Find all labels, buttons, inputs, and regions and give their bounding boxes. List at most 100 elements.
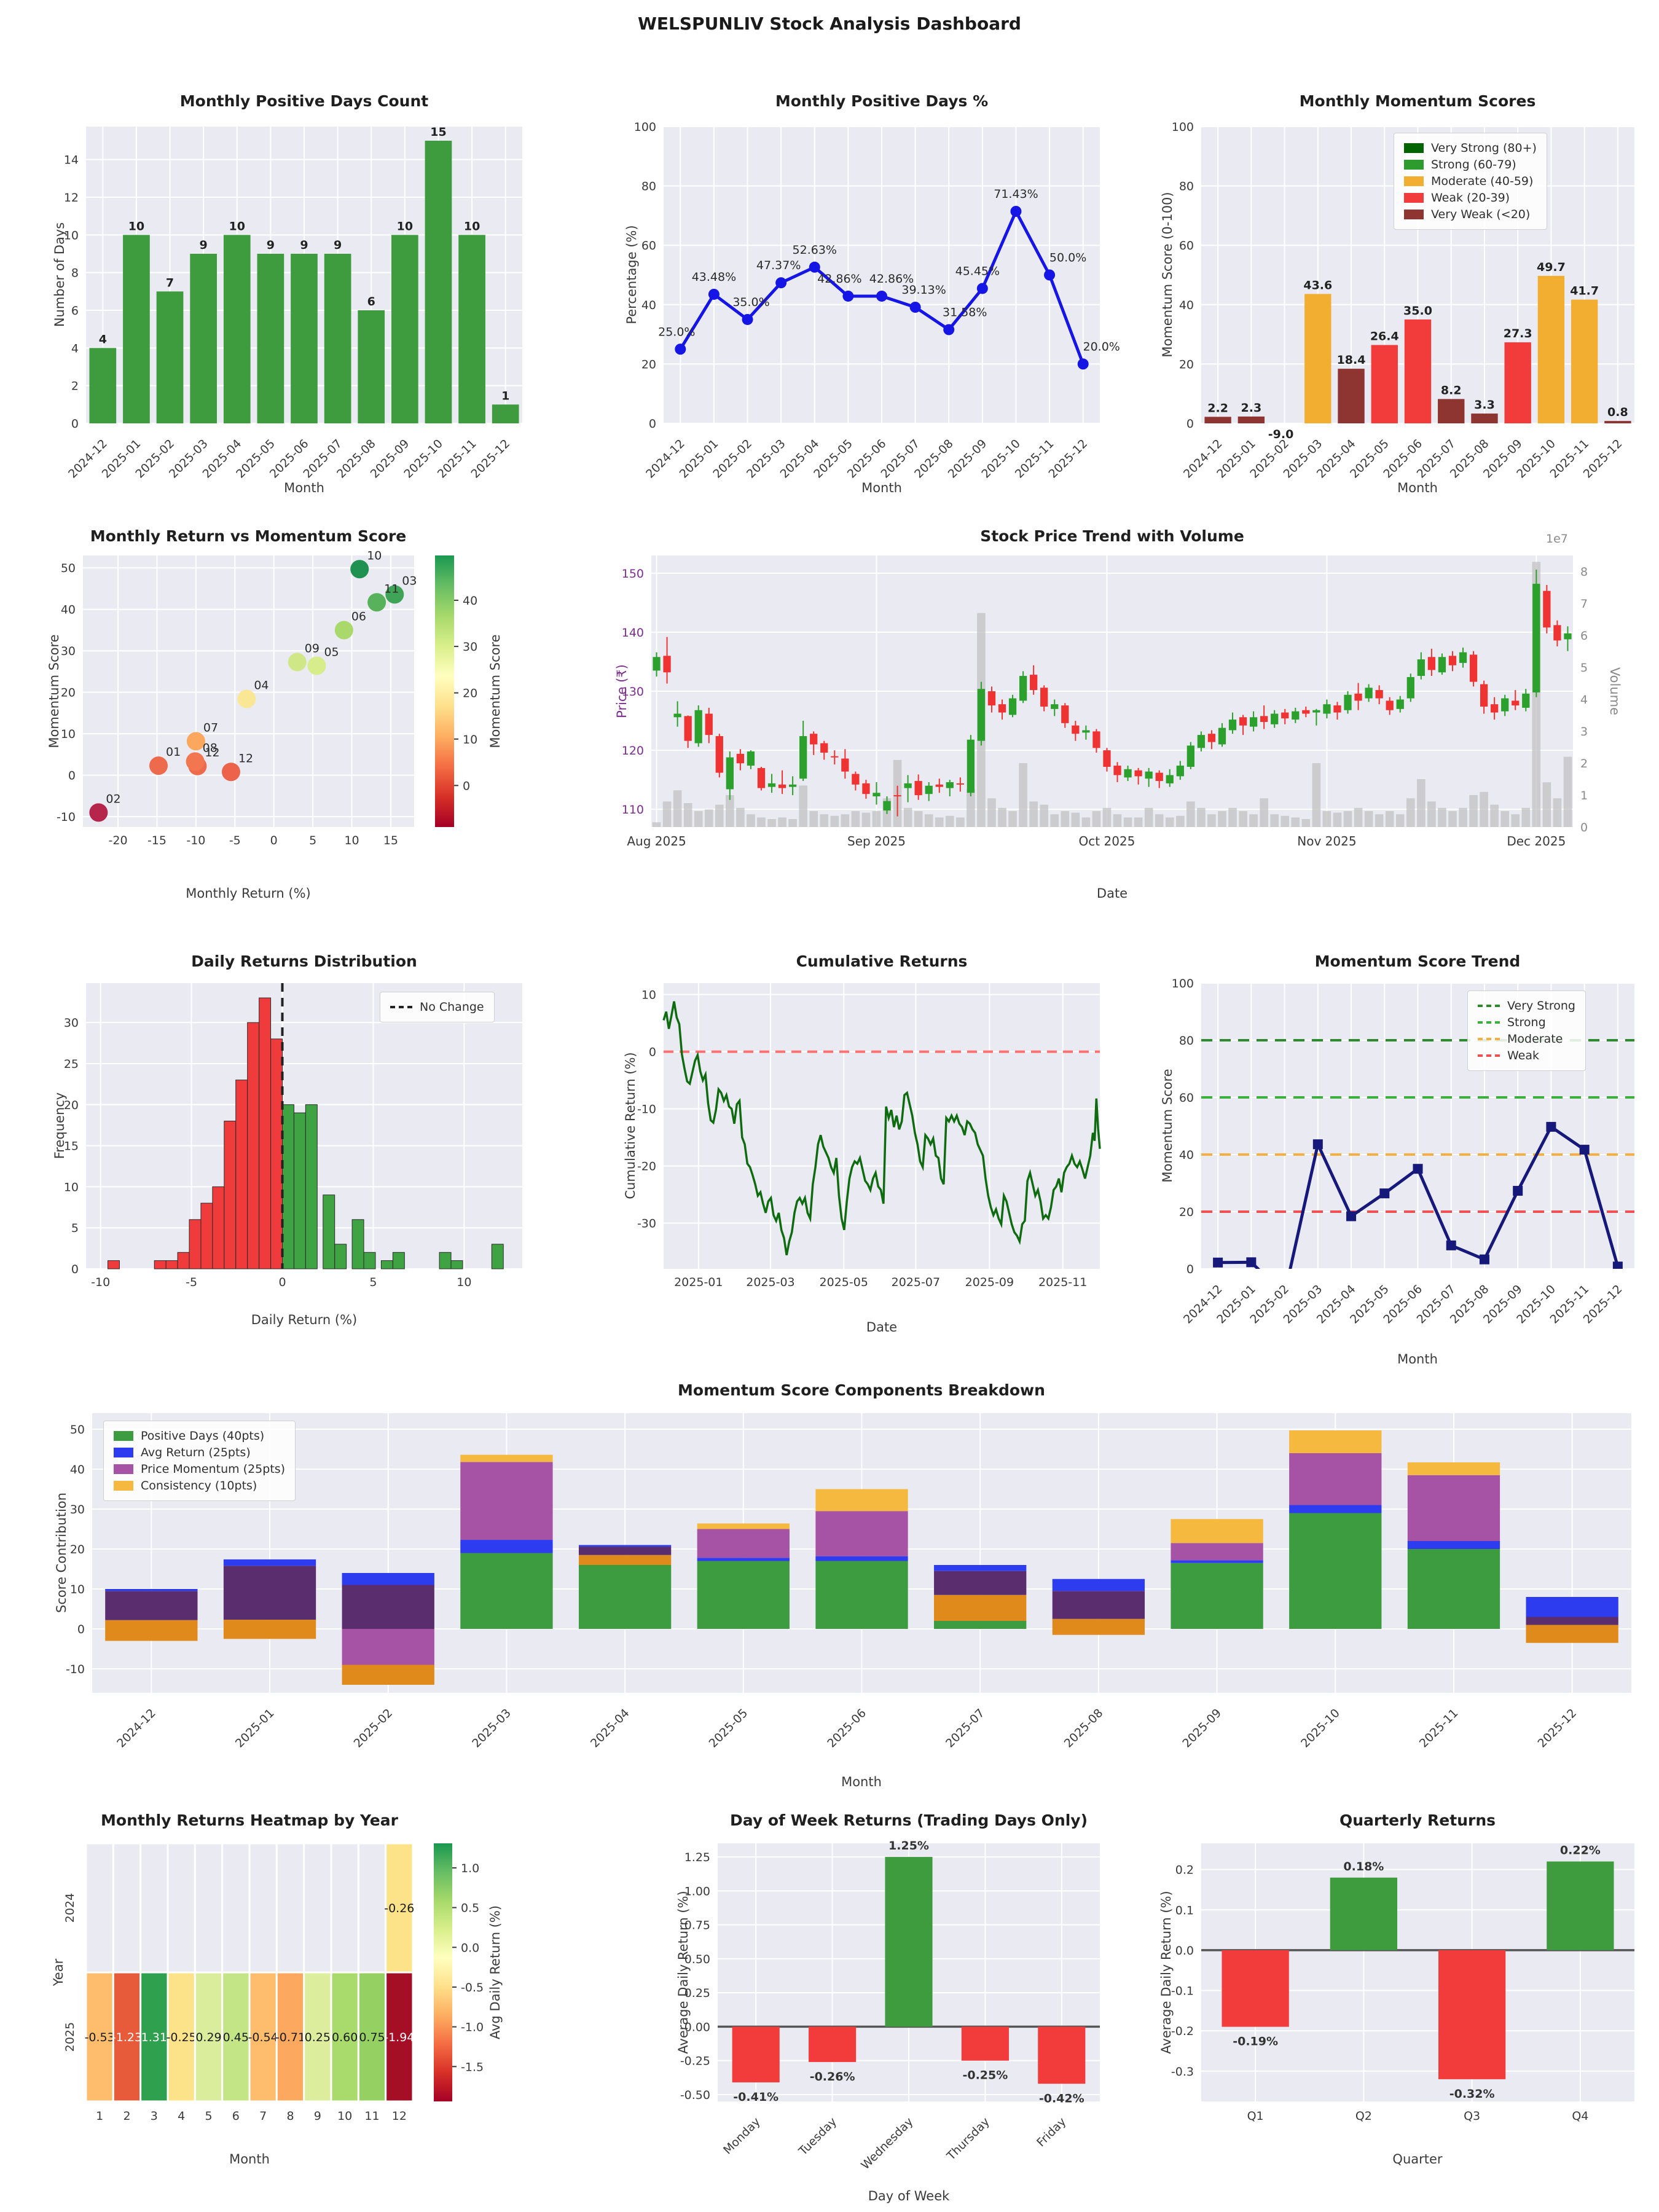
svg-text:25: 25: [64, 1057, 79, 1071]
daily-returns-hist-legend-swatch: [390, 1006, 412, 1008]
momentum-scores-legend-label: Very Weak (<20): [1431, 208, 1531, 221]
svg-text:2024-12: 2024-12: [114, 1706, 159, 1751]
svg-text:-0.1: -0.1: [1171, 1985, 1194, 1998]
ylabel-day-of-week: Average Daily Return (%): [676, 1891, 691, 2054]
svg-text:110: 110: [622, 803, 644, 817]
colorbar-label-momentum-score: Momentum Score: [488, 634, 503, 748]
momentum-trend-legend-label: Strong: [1507, 1016, 1546, 1029]
svg-text:6: 6: [1580, 629, 1588, 643]
svg-text:5: 5: [71, 1222, 79, 1235]
svg-text:-10: -10: [57, 810, 76, 824]
ylabel-positive-days-count: Number of Days: [52, 222, 67, 327]
chart-heatmap: -0.26-0.53-1.231.31-0.250.29 0.45-0.54-0.…: [63, 1842, 484, 2123]
svg-text:35.0: 35.0: [1403, 304, 1432, 318]
svg-text:7: 7: [1580, 597, 1588, 611]
svg-text:20: 20: [64, 1099, 79, 1112]
svg-text:4: 4: [1580, 693, 1588, 707]
svg-text:0.00: 0.00: [684, 2020, 710, 2034]
svg-text:2025-03: 2025-03: [746, 1276, 794, 1289]
svg-text:Nov 2025: Nov 2025: [1297, 834, 1356, 849]
svg-text:Q1: Q1: [1247, 2109, 1264, 2123]
dashboard-title: WELSPUNLIV Stock Analysis Dashboard: [638, 14, 1021, 34]
svg-text:8.2: 8.2: [1441, 383, 1462, 397]
svg-text:20.0%: 20.0%: [1083, 340, 1120, 353]
svg-text:-30: -30: [637, 1217, 656, 1231]
svg-text:10: 10: [229, 219, 245, 233]
momentum-trend-legend-item: Moderate: [1478, 1032, 1575, 1046]
svg-text:2025-09: 2025-09: [965, 1276, 1014, 1289]
chart-title-positive-days-pct: Monthly Positive Days %: [775, 92, 989, 110]
chart-title-momentum-scores: Monthly Momentum Scores: [1299, 92, 1536, 110]
momentum-trend-legend-label: Very Strong: [1507, 999, 1575, 1013]
ylabel-price: Price (₹): [614, 664, 629, 718]
svg-text:42.86%: 42.86%: [869, 272, 914, 286]
svg-text:7: 7: [166, 276, 174, 289]
svg-text:0.25: 0.25: [684, 1986, 710, 2000]
svg-text:2.2: 2.2: [1207, 401, 1228, 415]
svg-text:8: 8: [71, 267, 79, 280]
xlabel-quarterly: Quarter: [1392, 2152, 1443, 2167]
momentum-scores-legend-swatch: [1404, 143, 1424, 153]
svg-text:11: 11: [384, 582, 399, 595]
svg-text:0: 0: [77, 1623, 85, 1636]
svg-text:Q3: Q3: [1464, 2109, 1480, 2123]
svg-text:0: 0: [270, 834, 278, 847]
svg-text:-1.94: -1.94: [384, 2031, 414, 2044]
svg-text:-1.5: -1.5: [461, 2060, 484, 2074]
svg-text:40: 40: [463, 594, 477, 608]
svg-text:10: 10: [641, 989, 656, 1002]
svg-text:2025-01: 2025-01: [233, 1706, 277, 1751]
svg-text:-10: -10: [91, 1276, 110, 1289]
svg-text:3: 3: [151, 2109, 158, 2123]
components-legend-item: Positive Days (40pts): [114, 1429, 285, 1443]
svg-text:100: 100: [1172, 977, 1194, 990]
svg-text:30: 30: [64, 1016, 79, 1030]
svg-text:0.8: 0.8: [1607, 406, 1628, 419]
svg-text:-5: -5: [186, 1276, 197, 1289]
svg-text:20: 20: [61, 686, 76, 700]
svg-text:10: 10: [64, 1180, 79, 1194]
svg-text:0: 0: [463, 779, 470, 793]
momentum-trend-legend-label: Moderate: [1507, 1032, 1563, 1046]
svg-text:9: 9: [334, 238, 342, 252]
momentum-trend-legend-swatch: [1478, 1021, 1500, 1024]
svg-text:10: 10: [64, 229, 79, 242]
svg-text:9: 9: [200, 238, 208, 252]
svg-text:0.75: 0.75: [359, 2031, 385, 2044]
svg-text:40: 40: [1179, 299, 1194, 312]
svg-text:43.6: 43.6: [1303, 278, 1332, 292]
svg-text:40: 40: [61, 603, 76, 617]
svg-text:0.50: 0.50: [684, 1953, 710, 1966]
svg-text:2: 2: [1580, 757, 1588, 771]
svg-text:2025-02: 2025-02: [351, 1706, 396, 1751]
svg-text:Q2: Q2: [1355, 2109, 1372, 2123]
svg-text:15: 15: [383, 834, 398, 847]
svg-text:10: 10: [128, 219, 144, 233]
svg-text:2025: 2025: [63, 2022, 77, 2052]
svg-text:30: 30: [463, 640, 477, 654]
svg-text:-0.53: -0.53: [85, 2031, 115, 2044]
svg-text:12: 12: [64, 191, 79, 205]
svg-text:1.31: 1.31: [141, 2031, 167, 2044]
xlabel-positive-days-pct: Month: [861, 480, 902, 495]
svg-text:71.43%: 71.43%: [994, 187, 1038, 201]
svg-text:0.22%: 0.22%: [1560, 1844, 1601, 1857]
svg-text:2025-06: 2025-06: [825, 1706, 869, 1751]
svg-text:43.48%: 43.48%: [692, 270, 736, 284]
chart-positive-days-count: 024681012142024-122025-012025-022025-032…: [64, 125, 522, 481]
svg-text:-0.41%: -0.41%: [733, 2090, 779, 2104]
momentum-scores-legend-label: Very Strong (80+): [1431, 141, 1537, 155]
svg-text:20: 20: [1179, 1206, 1194, 1219]
svg-text:47.37%: 47.37%: [756, 259, 801, 272]
svg-text:27.3: 27.3: [1504, 327, 1532, 340]
svg-text:6: 6: [71, 304, 79, 318]
momentum-trend-legend-swatch: [1478, 1005, 1500, 1007]
components-legend-label: Avg Return (25pts): [141, 1446, 251, 1459]
svg-text:6: 6: [367, 295, 375, 308]
svg-text:14: 14: [64, 154, 79, 167]
momentum-trend-legend-swatch: [1478, 1038, 1500, 1040]
svg-text:20: 20: [463, 687, 477, 700]
ylabel-heatmap: Year: [51, 1958, 66, 1986]
svg-text:130: 130: [622, 685, 644, 699]
